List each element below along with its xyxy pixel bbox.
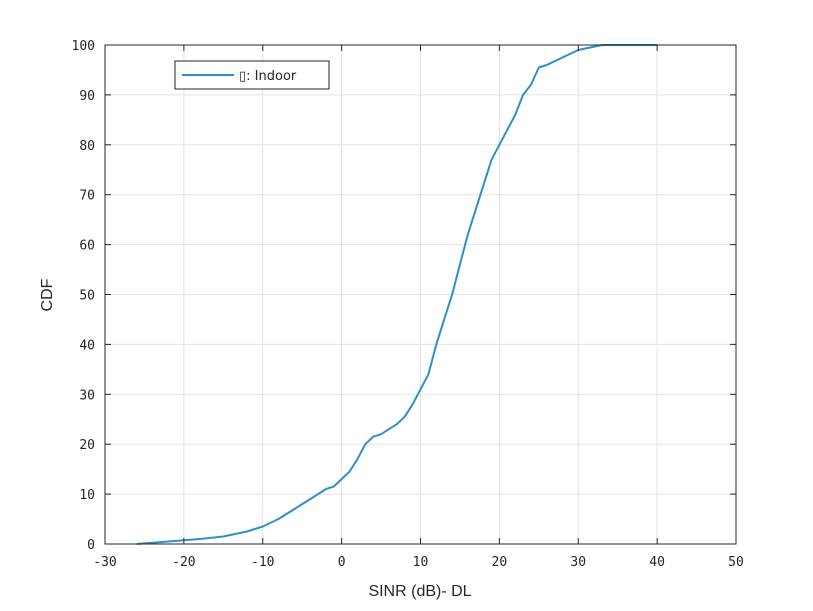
x-tick-label: -20 xyxy=(172,555,195,570)
x-tick-label: 20 xyxy=(492,555,508,570)
y-tick-label: 40 xyxy=(79,338,95,353)
y-tick-label: 10 xyxy=(79,488,95,503)
y-tick-label: 0 xyxy=(87,538,95,553)
legend-label-indoor: ▯: Indoor xyxy=(239,69,297,84)
y-tick-label: 60 xyxy=(79,239,95,254)
x-tick-label: 30 xyxy=(570,555,586,570)
y-tick-label: 50 xyxy=(79,289,95,304)
data-line-layer xyxy=(136,44,658,545)
y-tick-label: 100 xyxy=(72,39,95,54)
y-tick-label: 30 xyxy=(79,388,95,403)
x-tick-label: 10 xyxy=(413,555,429,570)
x-tick-label: -10 xyxy=(251,555,274,570)
y-axis-label: CDF xyxy=(39,278,56,311)
series-line-indoor xyxy=(136,44,658,545)
x-tick-label: 40 xyxy=(649,555,665,570)
y-tick-label: 80 xyxy=(79,139,95,154)
x-axis-label: SINR (dB)- DL xyxy=(368,583,471,600)
y-tick-label: 70 xyxy=(79,189,95,204)
x-tick-label: 50 xyxy=(728,555,744,570)
tick-marks xyxy=(104,44,737,545)
x-tick-label: -30 xyxy=(93,555,116,570)
y-tick-label: 20 xyxy=(79,438,95,453)
legend: ▯: Indoor xyxy=(174,60,330,90)
tick-labels: -30 -20 -10 0 10 20 30 40 50 0 10 20 30 40 50 60 70 80 90 1… xyxy=(72,39,744,570)
x-tick-label: 0 xyxy=(338,555,346,570)
y-tick-label: 90 xyxy=(79,89,95,104)
